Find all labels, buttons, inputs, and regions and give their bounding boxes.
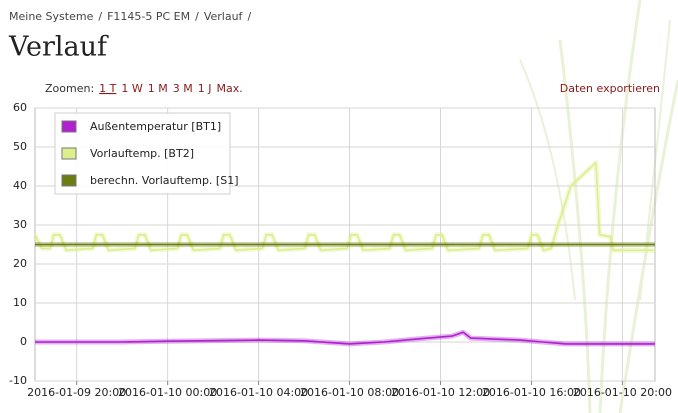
zoom-label: Zoomen: xyxy=(45,82,94,95)
zoom-option[interactable]: Max. xyxy=(217,82,243,95)
x-tick-label: 2016-01-10 08:00 xyxy=(300,386,399,399)
y-tick-label: 20 xyxy=(13,257,27,270)
zoom-option[interactable]: 1 M xyxy=(148,82,168,95)
zoom-option[interactable]: 1 W xyxy=(121,82,142,95)
page-title: Verlauf xyxy=(8,32,109,63)
legend-swatch xyxy=(61,120,77,133)
y-tick-label: 60 xyxy=(13,101,27,114)
background-grass xyxy=(519,0,678,413)
y-tick-label: 30 xyxy=(13,218,27,231)
y-tick-label: 0 xyxy=(20,335,27,348)
legend-box xyxy=(54,112,231,195)
series-line xyxy=(35,331,655,345)
y-tick-label: 50 xyxy=(13,140,27,153)
breadcrumb-separator: / xyxy=(195,10,199,23)
zoom-option[interactable]: 1 T xyxy=(99,82,116,95)
series-line xyxy=(34,161,655,252)
x-tick-label: 2016-01-09 20:00 xyxy=(27,386,126,399)
export-link[interactable]: Daten exportieren xyxy=(560,82,660,95)
breadcrumb-separator: / xyxy=(247,10,251,23)
legend: Außentemperatur [BT1] Vorlauftemp. [BT2] b… xyxy=(54,112,239,195)
zoom-option[interactable]: 1 J xyxy=(198,82,212,95)
breadcrumb[interactable]: F1145-5 PC EM xyxy=(107,10,190,23)
x-tick-label: 2016-01-10 12:00 xyxy=(391,386,490,399)
breadcrumb-separator: / xyxy=(98,10,102,23)
zoom-option[interactable]: 3 M xyxy=(173,82,193,95)
breadcrumb[interactable]: Meine Systeme xyxy=(9,10,94,23)
legend-swatch xyxy=(61,174,77,187)
y-tick-label: 40 xyxy=(13,179,27,192)
legend-swatch xyxy=(61,147,77,160)
y-tick-label: -10 xyxy=(9,374,27,387)
legend-label: Vorlauftemp. [BT2] xyxy=(90,147,194,160)
zoom-bar: Zoomen: 1 T 1 W 1 M 3 M 1 J Max. xyxy=(45,82,243,95)
legend-label: Außentemperatur [BT1] xyxy=(90,120,221,133)
breadcrumb[interactable]: Verlauf xyxy=(204,10,244,23)
x-tick-label: 2016-01-10 00:00 xyxy=(118,386,217,399)
breadcrumbs: Meine Systeme / F1145-5 PC EM / Verlauf / xyxy=(9,10,251,23)
x-tick-label: 2016-01-10 04:00 xyxy=(209,386,308,399)
x-tick-label: 2016-01-10 16:00 xyxy=(482,386,581,399)
x-tick-label: 2016-01-10 20:00 xyxy=(573,386,672,399)
legend-label: berechn. Vorlauftemp. [S1] xyxy=(90,174,239,187)
y-tick-label: 10 xyxy=(13,296,27,309)
